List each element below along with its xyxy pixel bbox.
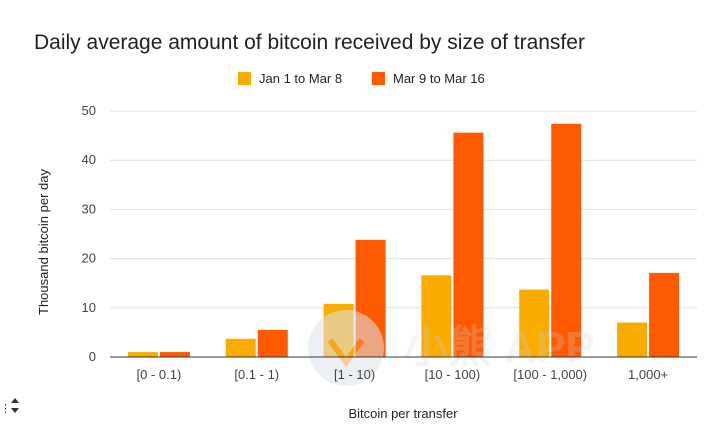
y-tick-label: 10 bbox=[82, 300, 96, 315]
x-tick-label: [100 - 1,000) bbox=[513, 367, 587, 382]
sort-down-arrow bbox=[11, 408, 19, 413]
watermark-text: 小熊 APP bbox=[404, 323, 595, 372]
x-tick-label: [10 - 100) bbox=[425, 367, 481, 382]
x-tick-label: [1 - 10) bbox=[334, 367, 375, 382]
gridlines bbox=[110, 110, 697, 309]
legend-swatch-series-1 bbox=[238, 72, 251, 85]
bar-series-1-category-1 bbox=[127, 352, 158, 357]
x-tick-label: [0.1 - 1) bbox=[234, 367, 279, 382]
watermark: 小熊 APP bbox=[308, 310, 595, 386]
bar-series-2-category-5 bbox=[551, 123, 582, 358]
x-tick-label: [0 - 0.1) bbox=[137, 367, 182, 382]
bar-series-2-category-2 bbox=[257, 329, 288, 357]
bar-series-2-category-4 bbox=[453, 132, 484, 357]
x-tick-label: 1,000+ bbox=[628, 367, 668, 382]
bar-series-1-category-2 bbox=[225, 338, 256, 357]
y-axis-title: Thousand bitcoin per day bbox=[36, 169, 51, 315]
corner-control-left: ⋮ bbox=[0, 403, 11, 415]
bar-series-2-category-1 bbox=[159, 352, 190, 357]
y-axis-tick-labels: 0 10 20 30 40 50 bbox=[82, 103, 96, 364]
y-tick-label: 20 bbox=[82, 251, 96, 266]
legend-swatch-series-2 bbox=[372, 72, 385, 85]
bar-series-1-category-4 bbox=[421, 275, 452, 357]
y-tick-label: 0 bbox=[89, 349, 96, 364]
sort-up-arrow bbox=[11, 398, 19, 403]
x-axis-title: Bitcoin per transfer bbox=[348, 406, 458, 421]
y-tick-label: 40 bbox=[82, 152, 96, 167]
x-axis-tick-labels: [0 - 0.1) [0.1 - 1) [1 - 10) [10 - 100) [100… bbox=[137, 367, 669, 382]
chart-title: Daily average amount of bitcoin received… bbox=[34, 31, 585, 54]
bar-series-1-category-6 bbox=[617, 322, 648, 357]
sort-arrows-icon[interactable]: ⋮ bbox=[0, 398, 19, 415]
watermark-mark bbox=[327, 338, 365, 368]
y-tick-label: 50 bbox=[82, 103, 96, 118]
legend-label-series-1: Jan 1 to Mar 8 bbox=[259, 71, 342, 86]
bar-series-2-category-6 bbox=[649, 272, 680, 357]
y-tick-label: 30 bbox=[82, 201, 96, 216]
bear-logo-icon bbox=[308, 310, 384, 386]
legend-label-series-2: Mar 9 to Mar 16 bbox=[393, 71, 485, 86]
chart-legend: Jan 1 to Mar 8 Mar 9 to Mar 16 bbox=[238, 71, 485, 86]
bar-series-1-category-5 bbox=[519, 289, 550, 357]
